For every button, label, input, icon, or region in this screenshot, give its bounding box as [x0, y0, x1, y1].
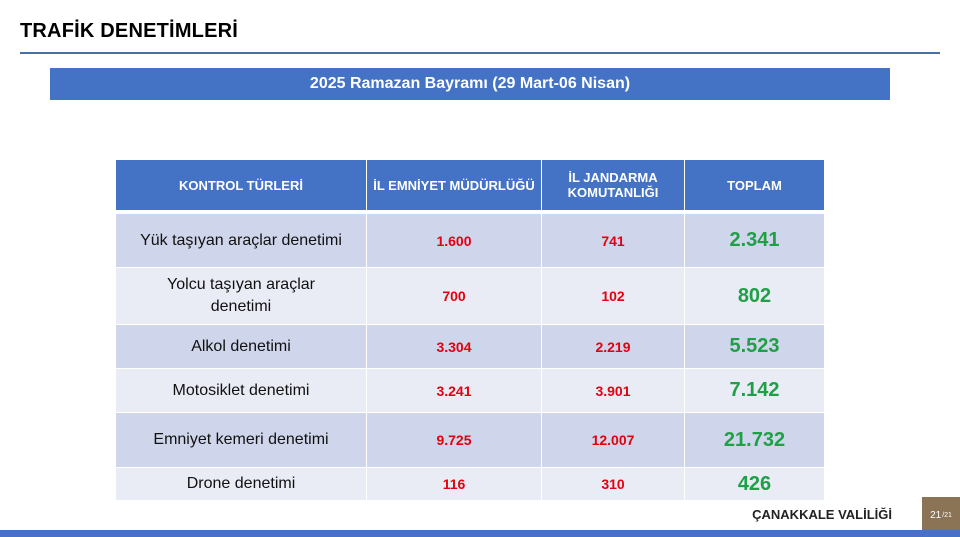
row-police: 3.241	[366, 368, 541, 412]
row-police: 3.304	[366, 324, 541, 368]
row-total: 2.341	[684, 213, 824, 267]
title-divider	[20, 52, 940, 54]
row-type: Emniyet kemeri denetimi	[116, 412, 366, 467]
row-gendarmerie: 12.007	[541, 412, 684, 467]
table-row: Motosiklet denetimi 3.241 3.901 7.142	[116, 368, 824, 412]
header-total: TOPLAM	[684, 160, 824, 213]
page-number-box: 21/21	[922, 497, 960, 533]
table-row: Yolcu taşıyan araçlar denetimi 700 102 8…	[116, 267, 824, 324]
slide-title: TRAFİK DENETİMLERİ	[20, 20, 239, 42]
header-police: İL EMNİYET MÜDÜRLÜĞÜ	[366, 160, 541, 213]
row-type: Yük taşıyan araçlar denetimi	[116, 213, 366, 267]
table-row: Drone denetimi 116 310 426	[116, 467, 824, 500]
row-police: 9.725	[366, 412, 541, 467]
footer-organization: ÇANAKKALE VALİLİĞİ	[752, 507, 892, 522]
row-gendarmerie: 310	[541, 467, 684, 500]
table-row: Alkol denetimi 3.304 2.219 5.523	[116, 324, 824, 368]
row-total: 21.732	[684, 412, 824, 467]
row-total: 5.523	[684, 324, 824, 368]
footer-bar	[0, 530, 960, 537]
header-gendarmerie: İL JANDARMA KOMUTANLIĞI	[541, 160, 684, 213]
page-number: 21	[930, 509, 942, 521]
row-gendarmerie: 102	[541, 267, 684, 324]
row-type: Alkol denetimi	[116, 324, 366, 368]
table-row: Yük taşıyan araçlar denetimi 1.600 741 2…	[116, 213, 824, 267]
row-total: 802	[684, 267, 824, 324]
row-type: Motosiklet denetimi	[116, 368, 366, 412]
row-type: Drone denetimi	[116, 467, 366, 500]
table-row: Emniyet kemeri denetimi 9.725 12.007 21.…	[116, 412, 824, 467]
period-banner: 2025 Ramazan Bayramı (29 Mart-06 Nisan)	[50, 68, 890, 100]
header-control-types: KONTROL TÜRLERİ	[116, 160, 366, 213]
row-gendarmerie: 3.901	[541, 368, 684, 412]
row-police: 700	[366, 267, 541, 324]
row-type-text: Yolcu taşıyan araçlar denetimi	[167, 276, 315, 315]
row-gendarmerie: 2.219	[541, 324, 684, 368]
row-gendarmerie: 741	[541, 213, 684, 267]
table-header-row: KONTROL TÜRLERİ İL EMNİYET MÜDÜRLÜĞÜ İL …	[116, 160, 824, 213]
page-total: /21	[942, 511, 952, 519]
row-police: 116	[366, 467, 541, 500]
row-total: 426	[684, 467, 824, 500]
row-type: Yolcu taşıyan araçlar denetimi	[116, 267, 366, 324]
row-total: 7.142	[684, 368, 824, 412]
inspection-table: KONTROL TÜRLERİ İL EMNİYET MÜDÜRLÜĞÜ İL …	[116, 160, 824, 500]
row-police: 1.600	[366, 213, 541, 267]
